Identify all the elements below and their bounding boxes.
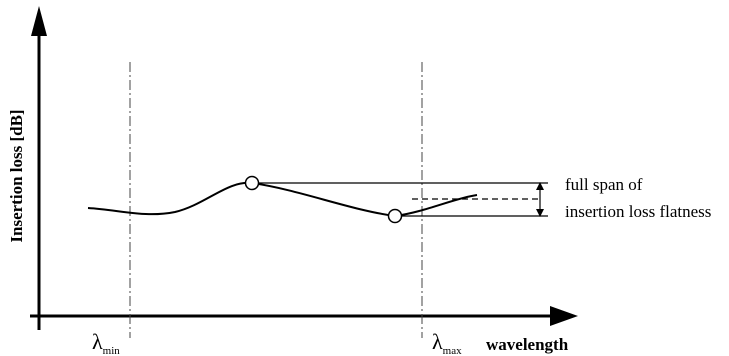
lambda-max-subscript: max [443,345,462,356]
insertion-loss-curve [87,181,478,218]
y-axis-label: Insertion loss [dB] [7,109,26,242]
lambda-min-subscript: min [103,345,121,356]
lambda-min-label: λmin [92,329,120,356]
y-axis-arrowhead [31,6,47,36]
lambda-max-symbol: λ [432,329,443,354]
max-point-marker [244,175,260,191]
lambda-max-label: λmax [432,329,462,356]
annotation-line-2: insertion loss flatness [565,202,711,221]
x-axis-label: wavelength [486,335,569,354]
lambda-min-symbol: λ [92,329,103,354]
x-axis-arrowhead [550,306,578,326]
annotation-line-1: full span of [565,175,643,194]
min-point-marker [387,208,403,224]
